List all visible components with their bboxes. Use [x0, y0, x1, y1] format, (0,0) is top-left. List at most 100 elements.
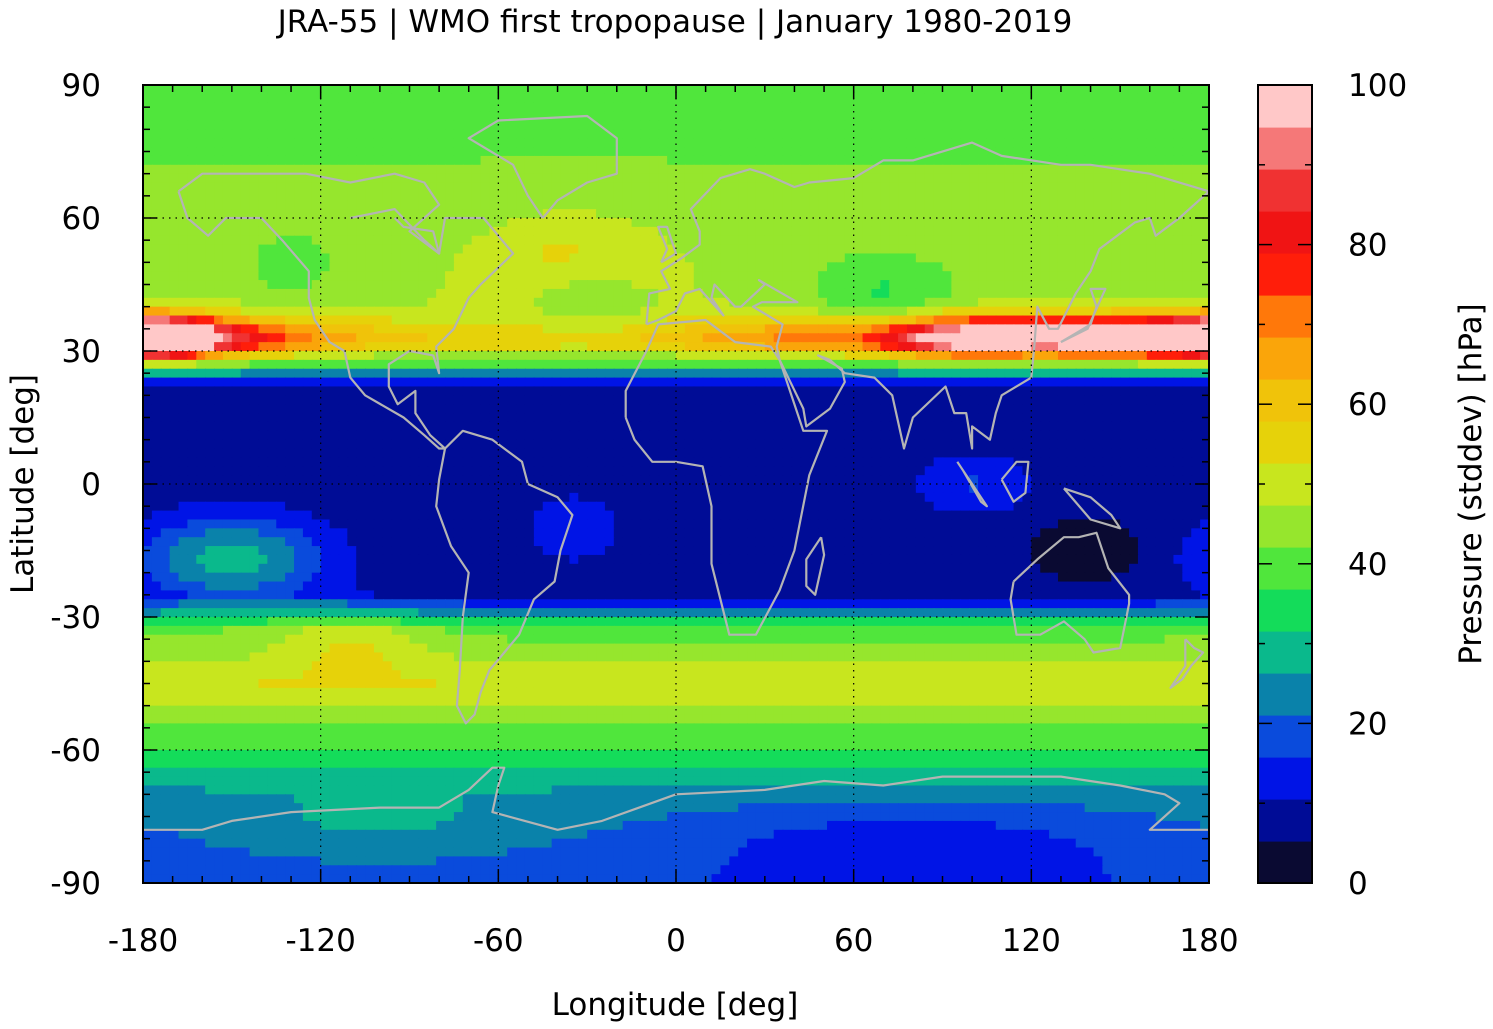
heatmap-cell	[1155, 315, 1166, 326]
heatmap-cell	[409, 288, 420, 299]
heatmap-cell	[1182, 191, 1193, 202]
heatmap-cell	[196, 200, 206, 210]
heatmap-cell	[1120, 315, 1130, 326]
heatmap-cell	[1191, 85, 1201, 95]
heatmap-cell	[1129, 164, 1139, 175]
heatmap-cell	[649, 85, 660, 95]
heatmap-cell	[400, 102, 411, 113]
heatmap-cell	[880, 377, 890, 388]
heatmap-cell	[676, 404, 686, 414]
heatmap-cell	[1129, 351, 1139, 361]
heatmap-cell	[320, 342, 331, 352]
heatmap-cell	[889, 368, 899, 379]
heatmap-cell	[365, 129, 375, 139]
heatmap-cell	[1075, 253, 1086, 264]
heatmap-cell	[1066, 209, 1077, 219]
heatmap-cell	[285, 226, 295, 237]
heatmap-cell	[853, 173, 864, 184]
heatmap-cell	[1137, 306, 1148, 317]
heatmap-cell	[871, 430, 882, 441]
heatmap-cell	[960, 288, 970, 299]
heatmap-cell	[1164, 271, 1175, 281]
heatmap-cell	[1191, 377, 1201, 388]
heatmap-cell	[294, 351, 304, 361]
heatmap-cell	[809, 359, 819, 370]
heatmap-cell	[738, 430, 748, 441]
heatmap-cell	[986, 200, 997, 210]
heatmap-cell	[1146, 368, 1157, 379]
heatmap-cell	[738, 439, 748, 450]
heatmap-cell	[1164, 102, 1175, 113]
heatmap-cell	[986, 333, 997, 343]
heatmap-cell	[231, 155, 242, 166]
heatmap-cell	[596, 297, 606, 308]
heatmap-cell	[302, 351, 313, 361]
heatmap-cell	[418, 155, 429, 166]
heatmap-cell	[1111, 333, 1121, 343]
heatmap-cell	[169, 244, 180, 255]
heatmap-cell	[1129, 182, 1139, 193]
heatmap-cell	[311, 102, 322, 113]
heatmap-cell	[365, 430, 375, 441]
heatmap-cell	[276, 209, 286, 219]
heatmap-cell	[622, 102, 633, 113]
heatmap-cell	[587, 386, 597, 397]
heatmap-cell	[400, 386, 411, 397]
heatmap-cell	[720, 226, 731, 237]
heatmap-cell	[1173, 147, 1184, 157]
heatmap-cell	[889, 226, 899, 237]
heatmap-field	[143, 85, 1209, 883]
heatmap-cell	[924, 280, 935, 290]
heatmap-cell	[1022, 102, 1033, 113]
heatmap-cell	[729, 413, 739, 423]
heatmap-cell	[1013, 351, 1024, 361]
heatmap-cell	[1057, 413, 1068, 423]
heatmap-cell	[684, 182, 695, 193]
heatmap-cell	[711, 129, 722, 139]
heatmap-cell	[1146, 253, 1157, 264]
heatmap-cell	[658, 244, 668, 255]
heatmap-cell	[462, 102, 473, 113]
heatmap-cell	[809, 386, 819, 397]
heatmap-cell	[862, 395, 873, 405]
heatmap-cell	[915, 253, 926, 264]
heatmap-cell	[1049, 404, 1059, 414]
heatmap-cell	[356, 351, 366, 361]
heatmap-cell	[596, 200, 606, 210]
heatmap-cell	[1102, 164, 1113, 175]
heatmap-cell	[453, 120, 464, 131]
heatmap-cell	[569, 85, 580, 95]
heatmap-cell	[569, 404, 580, 414]
heatmap-cell	[676, 342, 686, 352]
heatmap-cell	[791, 244, 802, 255]
heatmap-cell	[178, 173, 189, 184]
heatmap-cell	[418, 209, 429, 219]
heatmap-cell	[942, 377, 953, 388]
heatmap-cell	[800, 138, 811, 148]
heatmap-cell	[1137, 93, 1148, 104]
heatmap-cell	[445, 386, 455, 397]
heatmap-cell	[391, 244, 402, 255]
heatmap-cell	[738, 209, 748, 219]
heatmap-cell	[942, 85, 953, 95]
heatmap-cell	[773, 448, 784, 459]
heatmap-cell	[1084, 182, 1095, 193]
heatmap-cell	[1120, 430, 1130, 441]
heatmap-cell	[951, 288, 962, 299]
heatmap-cell	[915, 209, 926, 219]
heatmap-cell	[782, 244, 793, 255]
heatmap-cell	[1066, 244, 1077, 255]
heatmap-cell	[391, 404, 402, 414]
heatmap-cell	[906, 368, 917, 379]
heatmap-cell	[835, 271, 846, 281]
heatmap-cell	[880, 404, 890, 414]
heatmap-cell	[347, 93, 357, 104]
heatmap-cell	[898, 111, 908, 122]
heatmap-cell	[818, 351, 828, 361]
heatmap-cell	[782, 448, 793, 459]
heatmap-cell	[1022, 111, 1033, 122]
heatmap-cell	[755, 430, 766, 441]
heatmap-cell	[578, 138, 588, 148]
heatmap-cell	[942, 413, 953, 423]
heatmap-cell	[827, 404, 837, 414]
